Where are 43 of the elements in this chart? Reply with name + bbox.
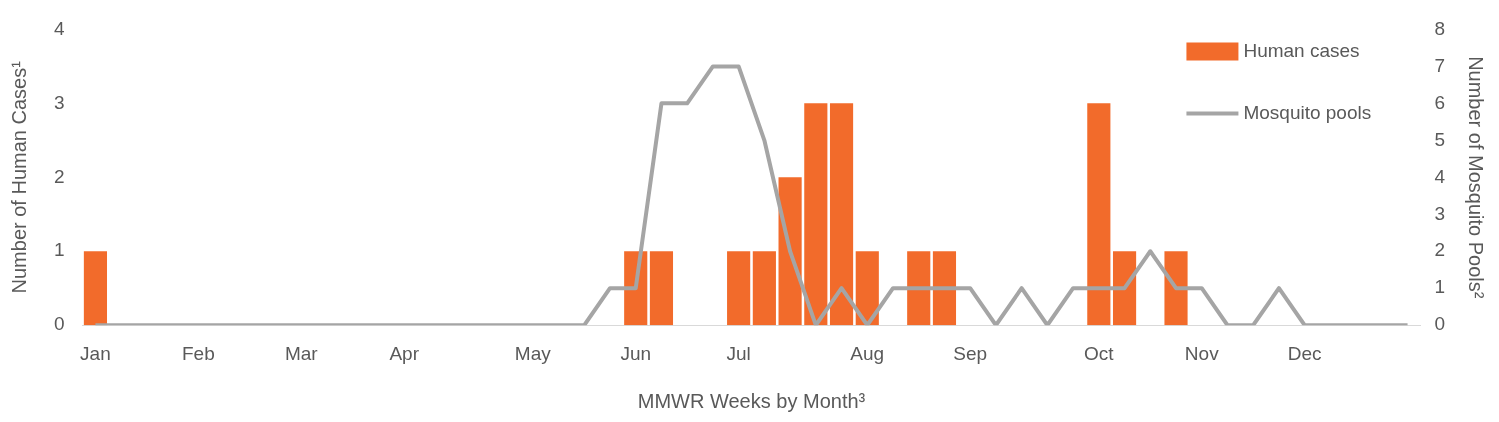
legend-label: Mosquito pools <box>1243 101 1372 123</box>
bar <box>932 251 957 326</box>
x-tick-label: Mar <box>284 342 319 364</box>
y-tick-label: 1 <box>53 239 65 261</box>
bar <box>1164 251 1188 326</box>
x-tick-label: Sep <box>953 342 988 364</box>
bar <box>727 251 751 326</box>
bar <box>649 251 674 326</box>
x-tick-label: Nov <box>1184 342 1220 364</box>
y2-tick-label: 3 <box>1434 202 1446 224</box>
y2-tick-label: 6 <box>1434 91 1446 113</box>
legend-label: Human cases <box>1243 39 1360 61</box>
y2-tick-label: 2 <box>1434 239 1446 261</box>
y2-tick-label: 5 <box>1434 128 1446 150</box>
x-tick-label: Jun <box>620 342 652 364</box>
y2-tick-label: 8 <box>1434 17 1446 39</box>
y-tick-label: 2 <box>53 165 65 187</box>
x-tick-label: Oct <box>1084 342 1115 364</box>
x-tick-label: May <box>514 342 552 364</box>
x-axis-title: MMWR Weeks by Month³ <box>637 389 866 412</box>
bar <box>752 251 776 326</box>
bar <box>1087 103 1111 326</box>
y2-tick-label: 7 <box>1434 54 1446 76</box>
y-tick-label: 3 <box>53 91 65 113</box>
x-tick-label: Jul <box>726 342 751 364</box>
x-tick-label: Dec <box>1287 342 1322 364</box>
x-tick-label: Feb <box>181 342 215 364</box>
bar <box>83 251 108 326</box>
y2-axis-title: Number of Mosquito Pools² <box>1465 56 1488 299</box>
y-tick-label: 4 <box>53 17 65 39</box>
y2-tick-label: 0 <box>1434 313 1446 335</box>
bar <box>907 251 931 326</box>
y-axis-title: Number of Human Cases¹ <box>7 60 30 294</box>
y-tick-label: 0 <box>53 313 65 335</box>
x-tick-label: Aug <box>850 342 885 364</box>
bar <box>804 103 828 326</box>
y2-tick-label: 4 <box>1434 165 1446 187</box>
bar <box>855 251 879 326</box>
bar <box>1112 251 1137 326</box>
y2-tick-label: 1 <box>1434 276 1446 298</box>
bar <box>829 103 854 326</box>
x-tick-label: Jan <box>80 342 111 364</box>
x-tick-label: Apr <box>389 342 420 364</box>
